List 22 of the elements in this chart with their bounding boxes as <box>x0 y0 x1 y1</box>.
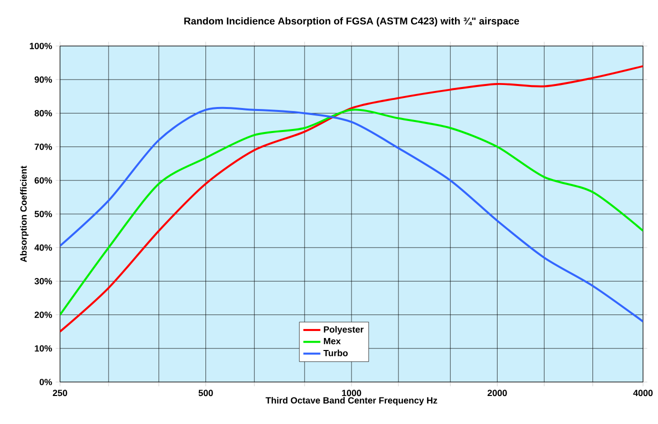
y-tick-label: 10% <box>34 345 52 352</box>
y-tick-label: 50% <box>34 210 52 218</box>
x-tick-label: 1000 <box>342 390 362 396</box>
y-tick-label: 20% <box>34 312 52 318</box>
y-tick-label: 30% <box>34 278 52 284</box>
y-tick-label: 100% <box>30 42 52 50</box>
x-tick-label: 2000 <box>488 390 507 396</box>
y-tick-label: 70% <box>34 144 52 150</box>
x-tick-label: 500 <box>198 390 213 396</box>
x-tick-label: 250 <box>52 390 68 396</box>
y-tick-label: 80% <box>34 110 52 116</box>
y-tick-label: 60% <box>34 177 52 184</box>
y-axis-title: Absorption Coefficient <box>20 166 28 262</box>
y-tick-label: 90% <box>34 76 52 83</box>
chart-title: Random Incidience Absorption of FGSA (ASTM C423) with ¾" airspace <box>184 17 520 26</box>
y-tick-label: 0% <box>40 378 52 386</box>
x-tick-label: 4000 <box>633 390 653 396</box>
legend-label: Polyester <box>324 326 364 334</box>
legend-label: Turbo <box>323 350 348 356</box>
x-axis-title: Third Octave Band Center Frequency Hz <box>266 396 438 406</box>
y-tick-label: 40% <box>34 244 52 251</box>
legend-label: Mex <box>324 338 341 344</box>
